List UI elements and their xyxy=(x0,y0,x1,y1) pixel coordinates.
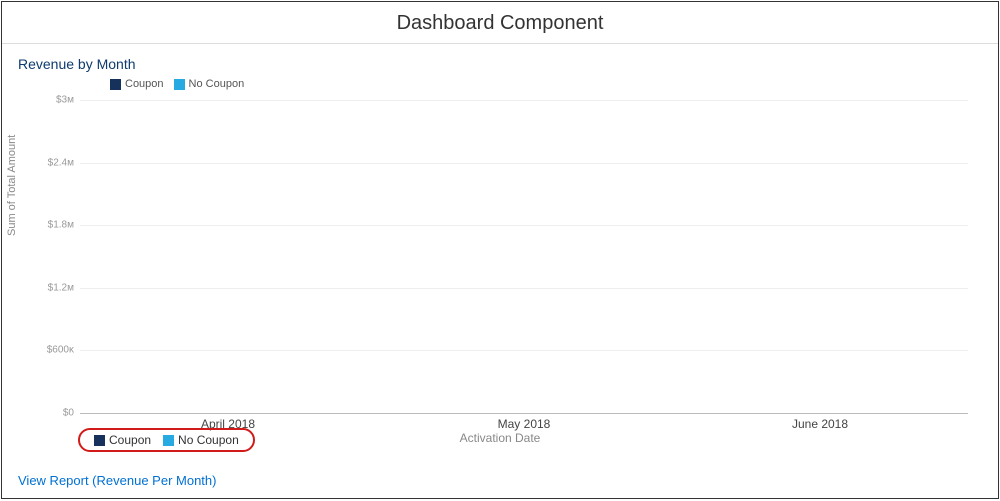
chart-subtitle: Revenue by Month xyxy=(2,44,998,76)
y-tick-label: $1.8ᴍ xyxy=(48,220,80,231)
legend-top: Coupon No Coupon xyxy=(110,78,244,90)
legend-label: Coupon xyxy=(125,78,164,90)
legend-bottom-wrap: Coupon No Coupon xyxy=(82,431,251,449)
bar-slot: June 2018 xyxy=(730,100,910,413)
x-tick-label: June 2018 xyxy=(792,413,848,431)
bar-slot: May 2018 xyxy=(434,100,614,413)
legend-label: No Coupon xyxy=(178,433,239,447)
grid-line xyxy=(80,288,968,289)
grid-line xyxy=(80,350,968,351)
plot-region: April 2018May 2018June 2018 $0$600ᴋ$1.2ᴍ… xyxy=(80,100,968,413)
swatch-no-coupon xyxy=(174,79,185,90)
grid-line xyxy=(80,225,968,226)
bars-container: April 2018 May 2018 June 2018 xyxy=(80,100,968,413)
legend-item-no-coupon: No Coupon xyxy=(174,78,245,90)
y-tick-label: $0 xyxy=(63,408,80,419)
legend-item-coupon: Coupon xyxy=(110,78,164,90)
legend-label: Coupon xyxy=(109,433,151,447)
panel-title: Dashboard Component xyxy=(2,2,998,44)
y-tick-label: $600ᴋ xyxy=(47,345,80,356)
grid-line xyxy=(80,163,968,164)
y-tick-label: $2.4ᴍ xyxy=(48,157,80,168)
legend-label: No Coupon xyxy=(189,78,245,90)
y-axis-label: Sum of Total Amount xyxy=(6,135,18,236)
legend-item-no-coupon[interactable]: No Coupon xyxy=(163,433,239,447)
dashboard-panel: Dashboard Component Revenue by Month Cou… xyxy=(1,1,999,499)
x-tick-label: April 2018 xyxy=(201,413,255,431)
view-report-link[interactable]: View Report (Revenue Per Month) xyxy=(2,473,998,498)
grid-line xyxy=(80,100,968,101)
y-tick-label: $3ᴍ xyxy=(56,95,80,106)
x-tick-label: May 2018 xyxy=(498,413,551,431)
swatch-coupon xyxy=(110,79,121,90)
grid-line xyxy=(80,413,968,414)
bar-slot: April 2018 xyxy=(138,100,318,413)
chart-area: Coupon No Coupon Sum of Total Amount Apr… xyxy=(2,76,998,473)
legend-item-coupon[interactable]: Coupon xyxy=(94,433,151,447)
y-tick-label: $1.2ᴍ xyxy=(48,282,80,293)
swatch-coupon xyxy=(94,435,105,446)
swatch-no-coupon xyxy=(163,435,174,446)
legend-bottom[interactable]: Coupon No Coupon xyxy=(82,431,251,449)
